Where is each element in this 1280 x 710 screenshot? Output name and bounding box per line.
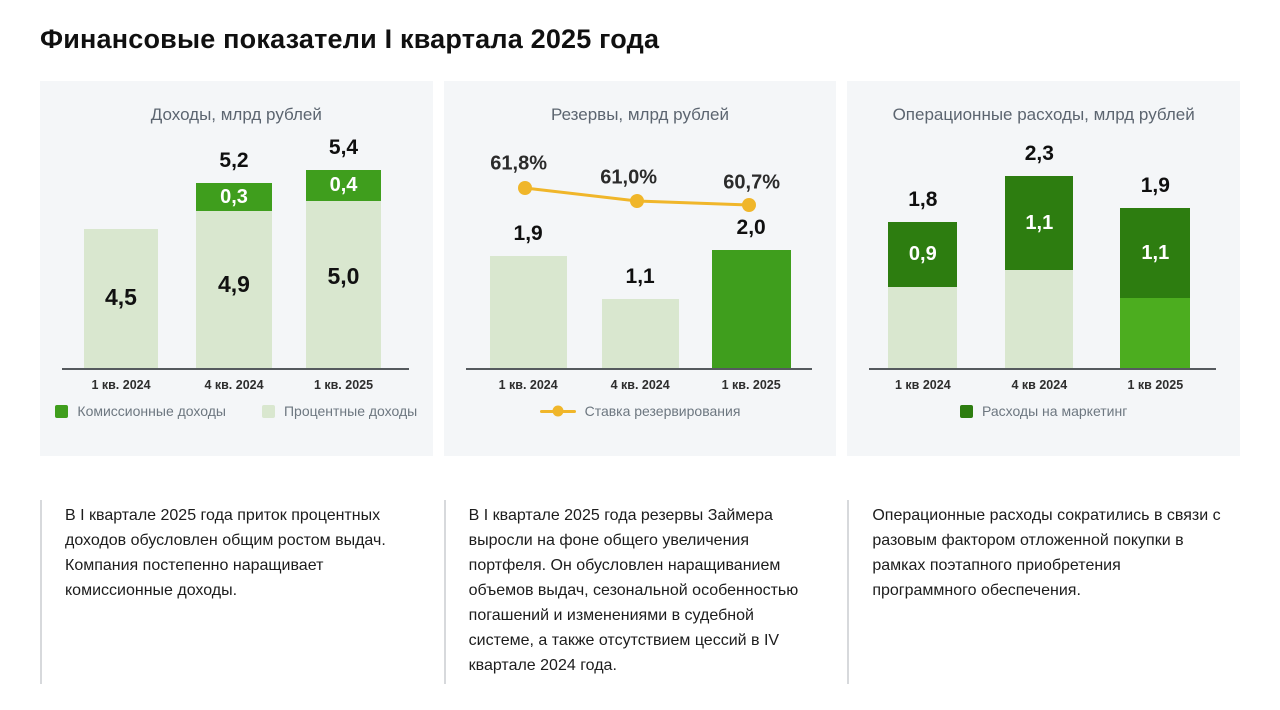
bar-segment: 0,4 xyxy=(306,170,381,201)
legend-swatch-icon xyxy=(55,404,69,418)
bar: 4,5 xyxy=(84,229,158,368)
opex-chart: 0,9 1,8 1 кв 2024 1,1 2,3 4 кв 2024 1,1 1,9 1 кв… xyxy=(847,81,1240,392)
income-legend: Комиссионные доходы Процентные доходы xyxy=(40,403,433,419)
trend-point xyxy=(741,198,756,212)
trend-point xyxy=(517,181,532,195)
axis-tick-label: 4 кв 2024 xyxy=(1011,378,1068,392)
bar-segment xyxy=(1120,298,1191,368)
x-axis-line xyxy=(465,368,813,370)
insight-opex-text: Операционные расходы сократились в связи… xyxy=(872,507,1221,599)
reserves-legend: Ставка резервирования xyxy=(444,403,837,419)
income-chart: 4,5 1 кв. 2024 0,3 4,9 5,2 4 кв. 2024 0,4 5,0 5,… xyxy=(40,81,433,392)
bar-segment xyxy=(601,299,679,368)
bar-segment: 4,5 xyxy=(84,229,158,368)
bar-segment xyxy=(888,287,958,368)
panel-opex: Операционные расходы, млрд рублей 0,9 1,8… xyxy=(847,81,1240,456)
line-point-label: 61,8% xyxy=(490,152,548,175)
legend-label: Комиссионные доходы xyxy=(77,403,226,419)
insight-income: В I квартале 2025 года приток процентных… xyxy=(40,500,433,684)
insight-reserves-text: В I квартале 2025 года резервы Займера в… xyxy=(468,507,799,674)
trend-point xyxy=(629,194,644,208)
bar-segment: 0,3 xyxy=(196,183,272,211)
legend-item: Процентные доходы xyxy=(261,403,418,419)
bar-segment: 1,1 xyxy=(1005,176,1074,270)
legend-item: Ставка резервирования xyxy=(539,403,741,419)
legend-label: Ставка резервирования xyxy=(584,403,741,419)
bar-total-label: 5,4 xyxy=(328,136,359,159)
bar: 2,0 xyxy=(711,216,791,368)
bar-value-label: 5,0 xyxy=(327,263,360,289)
bar: 1,1 2,3 xyxy=(1005,142,1074,368)
axis-tick-label: 1 кв. 2025 xyxy=(721,378,781,392)
income-chart-title: Доходы, млрд рублей xyxy=(150,105,322,124)
axis-tick-label: 1 кв. 2024 xyxy=(91,378,151,392)
bar-segment xyxy=(489,256,567,368)
legend-line-icon xyxy=(539,405,576,417)
bar-segment xyxy=(1005,270,1074,368)
legend-item: Расходы на маркетинг xyxy=(959,403,1128,419)
bar-total-label: 2,0 xyxy=(736,216,766,239)
bar-value-label: 0,4 xyxy=(329,174,358,196)
axis-tick-label: 1 кв 2025 xyxy=(1127,378,1184,392)
insight-opex: Операционные расходы сократились в связи… xyxy=(847,500,1240,684)
opex-chart-title: Операционные расходы, млрд рублей xyxy=(892,105,1195,124)
bar-total-label: 1,1 xyxy=(625,265,655,288)
bar: 1,9 xyxy=(489,222,567,368)
bar-value-label: 0,3 xyxy=(220,185,248,208)
bar-segment: 4,9 xyxy=(196,211,272,368)
bar: 1,1 xyxy=(601,265,679,368)
insight-income-text: В I квартале 2025 года приток процентных… xyxy=(65,507,386,599)
line-point-label: 61,0% xyxy=(600,166,658,189)
bar-total-label: 5,2 xyxy=(219,149,249,172)
axis-tick-label: 1 кв. 2025 xyxy=(313,378,374,392)
reserves-chart: 1,9 1 кв. 2024 1,1 4 кв. 2024 2,0 1 кв. 2025 6… xyxy=(444,81,837,392)
legend-label: Процентные доходы xyxy=(283,403,418,419)
legend-label: Расходы на маркетинг xyxy=(981,403,1128,419)
x-axis-line xyxy=(869,368,1216,370)
legend-swatch-icon xyxy=(261,404,275,418)
bar-value-label: 1,1 xyxy=(1025,211,1054,234)
bar-total-label: 2,3 xyxy=(1024,142,1054,165)
opex-legend: Расходы на маркетинг xyxy=(847,403,1240,419)
bar-segment: 1,1 xyxy=(1120,208,1191,298)
bar: 0,4 5,0 5,4 xyxy=(306,136,381,368)
trend-line xyxy=(517,181,756,212)
bar-value-label: 4,5 xyxy=(105,284,137,310)
bar-segment: 5,0 xyxy=(306,201,381,368)
bar: 0,9 1,8 xyxy=(888,188,958,368)
legend-swatch-icon xyxy=(959,404,973,418)
bar: 1,1 1,9 xyxy=(1120,174,1191,368)
bar-total-label: 1,9 xyxy=(1140,174,1170,197)
charts-row: Доходы, млрд рублей 4,5 1 кв. 2024 0,3 4,9 5… xyxy=(40,81,1240,456)
bar-value-label: 0,9 xyxy=(908,243,937,265)
bar-value-label: 1,1 xyxy=(1141,241,1170,264)
axis-tick-label: 1 кв. 2024 xyxy=(498,378,558,392)
page-title: Финансовые показатели I квартала 2025 го… xyxy=(40,24,660,54)
x-axis-line xyxy=(62,368,409,370)
insights-row: В I квартале 2025 года приток процентных… xyxy=(40,500,1240,684)
bar-value-label: 4,9 xyxy=(218,271,250,297)
bar-total-label: 1,8 xyxy=(908,188,938,211)
insight-reserves: В I квартале 2025 года резервы Займера в… xyxy=(443,500,837,684)
bar-total-label: 1,9 xyxy=(513,222,543,245)
bar-segment: 0,9 xyxy=(888,222,958,287)
axis-tick-label: 1 кв 2024 xyxy=(895,378,951,392)
reserves-chart-title: Резервы, млрд рублей xyxy=(550,105,729,124)
panel-reserves: Резервы, млрд рублей 1,9 1 кв. 2024 1,1 4 к… xyxy=(443,81,837,456)
bar: 0,3 4,9 5,2 xyxy=(196,149,272,368)
bar-segment xyxy=(711,250,791,368)
legend-dot-icon xyxy=(552,405,564,417)
axis-tick-label: 4 кв. 2024 xyxy=(610,378,670,392)
panel-income: Доходы, млрд рублей 4,5 1 кв. 2024 0,3 4,9 5… xyxy=(40,81,433,456)
legend-item: Комиссионные доходы xyxy=(55,403,226,419)
line-point-label: 60,7% xyxy=(723,171,781,194)
axis-tick-label: 4 кв. 2024 xyxy=(204,378,264,392)
